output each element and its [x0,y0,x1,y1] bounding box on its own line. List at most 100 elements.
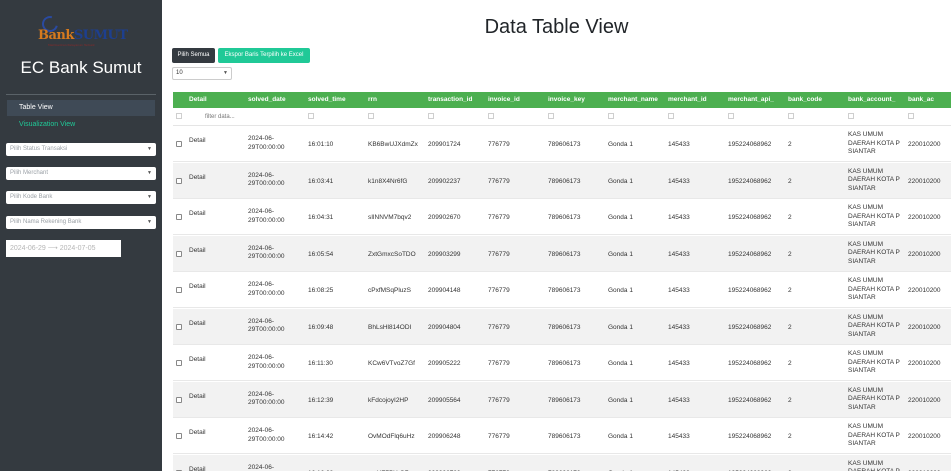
detail-link[interactable]: Detail [189,173,206,181]
cell-date: 2024-06- [248,208,275,215]
cell-time: 16:04:31 [308,214,334,221]
cell-mname: Gonda 1 [608,287,633,294]
column-header-bank-code[interactable]: bank_code [788,96,822,103]
table-row[interactable]: Detail2024-06-29T00:00:0016:16:08mcUZ7PY… [173,454,951,471]
cell-mname: Gonda 1 [608,396,633,404]
cell-acct: DAERAH KOTA P [848,249,900,256]
row-checkbox[interactable] [176,360,182,366]
column-header-invoice-key[interactable]: invoice_key [548,96,585,103]
cell-inv: 776779 [488,396,510,404]
chevron-down-icon: ▼ [147,194,152,200]
filter-icon[interactable] [848,113,854,119]
column-header-merchant-api[interactable]: merchant_api_ [728,96,774,103]
cell-bank: 2 [788,470,792,471]
nav-visualization-view[interactable]: Visualization View [19,121,76,128]
cell-mid: 145433 [668,470,690,471]
table-row[interactable]: Detail 2024-06- 29T00:00:00 16:14:42 OvMOdFl… [173,418,951,454]
cell-bank: 2 [788,141,792,148]
cell-rrn: mcUZ7PYrG7e [368,470,412,471]
cell-bank: 2 [788,214,792,221]
row-checkbox[interactable] [176,141,182,147]
table-row[interactable]: Detail 2024-06- 29T00:00:00 16:04:31 sIlNNVM… [173,199,951,235]
table-row[interactable]: Detail 2024-06- 29T00:00:00 16:12:39 kFdcojo… [173,381,951,418]
column-header-solved-date[interactable]: solved_date [248,96,286,103]
detail-link[interactable]: Detail [189,319,206,327]
table-row[interactable]: Detail 2024-06- 29T00:00:00 16:08:25 cPxfMSq… [173,272,951,308]
column-header-bank-ac[interactable]: bank_ac [908,96,935,103]
column-header-merchant-id[interactable]: merchant_id [668,96,707,103]
nama-rekening-select[interactable]: Pilih Nama Rekening Bank ▼ [6,216,156,229]
filter-icon[interactable] [176,113,182,119]
filter-icon[interactable] [728,113,734,119]
filter-input[interactable]: filter data... [205,114,235,120]
table-row[interactable]: Detail 2024-06- 29T00:00:00 16:01:10 KB6BwUJ… [173,126,951,162]
filter-row: filter data... [173,108,951,126]
detail-link[interactable]: Detail [189,465,206,471]
cell-acno: 220010200 [908,141,941,148]
detail-link[interactable]: Detail [189,137,206,144]
cell-tx: 209905564 [428,396,461,404]
row-checkbox[interactable] [176,177,182,184]
date-start[interactable]: 2024-06-29 [10,245,46,252]
cell-tx: 209906760 [428,470,461,471]
column-header-solved-time[interactable]: solved_time [308,96,346,103]
table-row[interactable]: Detail 2024-06- 29T00:00:00 16:09:48 BhLsHl8… [173,308,951,345]
date-range-picker[interactable]: 2024-06-29 ⟶ 2024-07-05 [6,240,121,257]
cell-bank: 2 [788,360,792,367]
row-checkbox[interactable] [176,287,182,293]
cell-bank: 2 [788,433,792,440]
column-header-bank-account[interactable]: bank_account_ [848,96,896,103]
cell-inv: 776779 [488,360,510,367]
row-checkbox[interactable] [176,433,182,439]
column-header-rrn[interactable]: rrn [368,96,378,103]
filter-icon[interactable] [368,113,374,119]
column-header-transaction-id[interactable]: transaction_id [428,96,473,103]
cell-acct: KAS UMUM [848,204,884,211]
table-row[interactable]: Detail 2024-06- 29T00:00:00 16:11:30 KCw6VTv… [173,345,951,381]
export-excel-button[interactable]: Ekspor Baris Terpilih ke Excel [218,48,310,63]
cell-acct: KAS UMUM [848,131,884,138]
cell-acct: DAERAH KOTA P [848,395,900,402]
detail-link[interactable]: Detail [189,246,206,254]
column-header-invoice-id[interactable]: invoice_id [488,96,520,103]
detail-link[interactable]: Detail [189,429,206,436]
filter-icon[interactable] [788,113,794,119]
detail-link[interactable]: Detail [189,356,206,363]
filter-icon[interactable] [488,113,494,119]
nav-table-view[interactable]: Table View [7,100,155,116]
page-size-select[interactable]: 10 ▼ [172,67,232,80]
table-row[interactable]: Detail 2024-06- 29T00:00:00 16:03:41 k1n8X4N… [173,162,951,199]
detail-link[interactable]: Detail [189,392,206,400]
filter-icon[interactable] [908,113,914,119]
filter-icon[interactable] [668,113,674,119]
column-header-detail[interactable]: Detail [189,96,207,103]
cell-mname: Gonda 1 [608,250,633,258]
column-header-merchant-name[interactable]: merchant_name [608,96,658,103]
filter-icon[interactable] [308,113,314,119]
kode-bank-select[interactable]: Pilih Kode Bank ▼ [6,191,156,204]
table-row[interactable]: Detail 2024-06- 29T00:00:00 16:05:54 ZxtGmxc… [173,235,951,272]
date-end[interactable]: 2024-07-05 [59,245,96,252]
detail-link[interactable]: Detail [189,283,206,290]
select-all-button[interactable]: Pilih Semua [172,48,215,63]
row-checkbox[interactable] [176,469,182,471]
cell-date: 29T00:00:00 [248,435,285,443]
row-checkbox[interactable] [176,396,182,403]
cell-api: 195224068962 [728,250,772,258]
cell-mname: Gonda 1 [608,433,633,440]
filter-icon[interactable] [428,113,434,119]
cell-time: 16:01:10 [308,141,334,148]
cell-time: 16:08:25 [308,287,334,294]
filter-icon[interactable] [608,113,614,119]
cell-acct: KAS UMUM [848,459,884,467]
detail-link[interactable]: Detail [189,210,206,217]
row-checkbox[interactable] [176,250,182,257]
merchant-select[interactable]: Pilih Merchant ▼ [6,167,156,180]
cell-key: 789606173 [548,177,581,185]
row-checkbox[interactable] [176,214,182,220]
row-checkbox[interactable] [176,323,182,330]
cell-date: 29T00:00:00 [248,180,285,187]
status-transaksi-select[interactable]: Pilih Status Transaksi ▼ [6,143,156,156]
cell-api: 195224068962 [728,323,772,331]
filter-icon[interactable] [548,113,554,119]
